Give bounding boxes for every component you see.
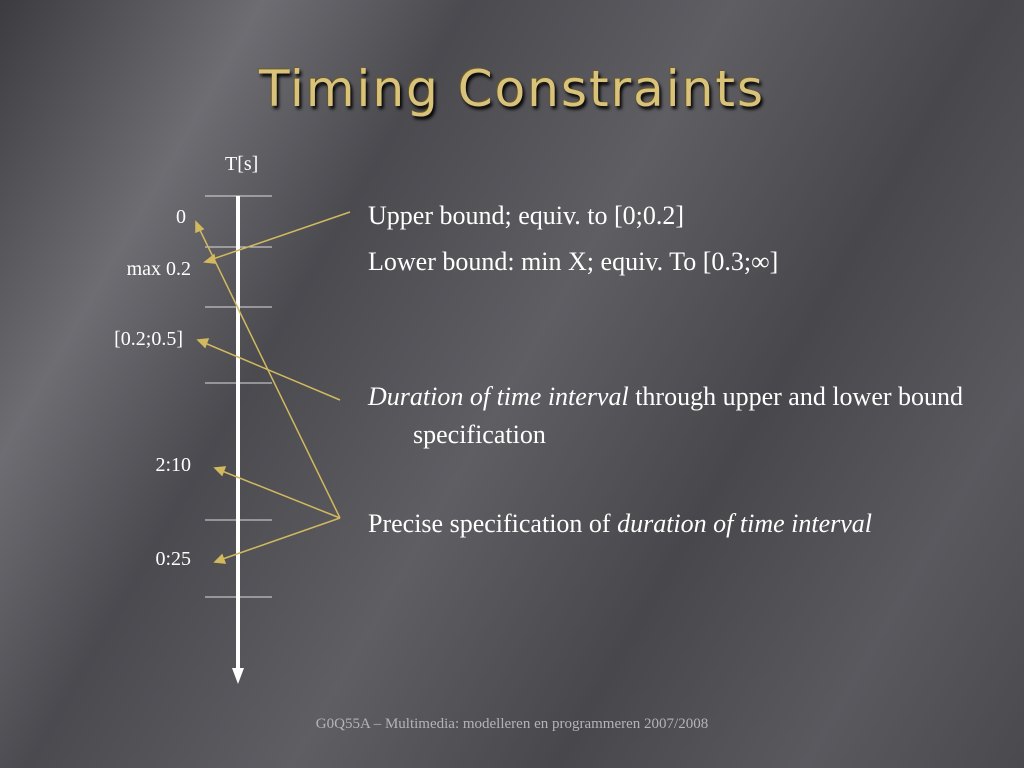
connector [216, 468, 341, 519]
arrowhead [213, 466, 227, 477]
bullet: Duration of time interval through upper … [368, 378, 1013, 454]
connector [196, 223, 341, 519]
slide-title: Timing Constraints [258, 60, 766, 118]
axis-arrowhead [232, 668, 244, 684]
bullet: Lower bound: min X; equiv. To [0.3;∞] [368, 243, 1013, 281]
footer: G0Q55A – Multimedia: modelleren en progr… [315, 716, 709, 732]
timeline-label: 2:10 [155, 454, 191, 476]
connector [206, 211, 351, 262]
text: through upper and lower bound specificat… [413, 382, 964, 449]
bullet: Precise specification of duration of tim… [368, 505, 1013, 543]
arrowhead [195, 220, 205, 234]
connector [199, 340, 341, 401]
text: Precise specification of [368, 509, 618, 538]
text: Lower bound: min X; equiv. To [0.3;∞] [368, 247, 779, 276]
axis-label: T[s] [225, 153, 259, 175]
arrowhead [213, 553, 227, 564]
connector [216, 517, 341, 562]
text: Upper bound; equiv. to [0;0.2] [368, 201, 685, 230]
timeline-label: 0:25 [155, 548, 191, 570]
bullet: Upper bound; equiv. to [0;0.2] [368, 197, 1013, 235]
italic-text: Duration of time interval [368, 382, 629, 411]
timeline-label: max 0.2 [126, 258, 191, 280]
timeline-label: [0.2;0.5] [114, 328, 183, 350]
arrowhead [196, 338, 210, 349]
italic-text: duration of time interval [617, 509, 872, 538]
timeline-label: 0 [176, 206, 186, 228]
